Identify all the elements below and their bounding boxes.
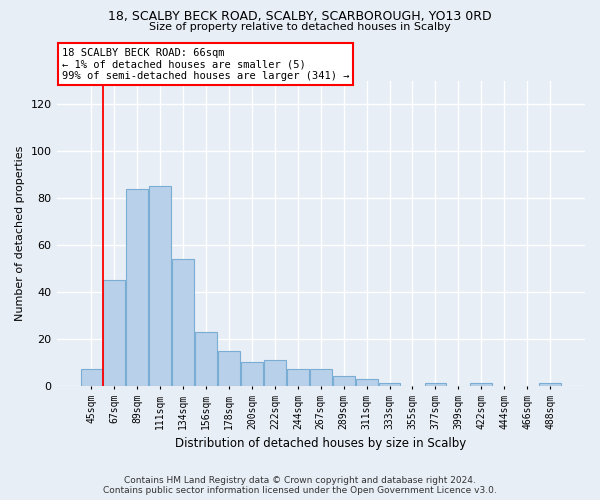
- X-axis label: Distribution of detached houses by size in Scalby: Distribution of detached houses by size …: [175, 437, 466, 450]
- Bar: [310, 370, 332, 386]
- Bar: [195, 332, 217, 386]
- Bar: [127, 188, 148, 386]
- Text: 18, SCALBY BECK ROAD, SCALBY, SCARBOROUGH, YO13 0RD: 18, SCALBY BECK ROAD, SCALBY, SCARBOROUG…: [108, 10, 492, 23]
- Bar: [333, 376, 355, 386]
- Bar: [425, 384, 446, 386]
- Bar: [264, 360, 286, 386]
- Bar: [103, 280, 125, 386]
- Bar: [172, 259, 194, 386]
- Bar: [241, 362, 263, 386]
- Bar: [80, 370, 103, 386]
- Text: Contains HM Land Registry data © Crown copyright and database right 2024.
Contai: Contains HM Land Registry data © Crown c…: [103, 476, 497, 495]
- Bar: [379, 384, 400, 386]
- Text: 18 SCALBY BECK ROAD: 66sqm
← 1% of detached houses are smaller (5)
99% of semi-d: 18 SCALBY BECK ROAD: 66sqm ← 1% of detac…: [62, 48, 349, 80]
- Y-axis label: Number of detached properties: Number of detached properties: [15, 146, 25, 321]
- Bar: [149, 186, 171, 386]
- Bar: [218, 350, 240, 386]
- Bar: [356, 378, 377, 386]
- Text: Size of property relative to detached houses in Scalby: Size of property relative to detached ho…: [149, 22, 451, 32]
- Bar: [287, 370, 309, 386]
- Bar: [470, 384, 492, 386]
- Bar: [539, 384, 561, 386]
